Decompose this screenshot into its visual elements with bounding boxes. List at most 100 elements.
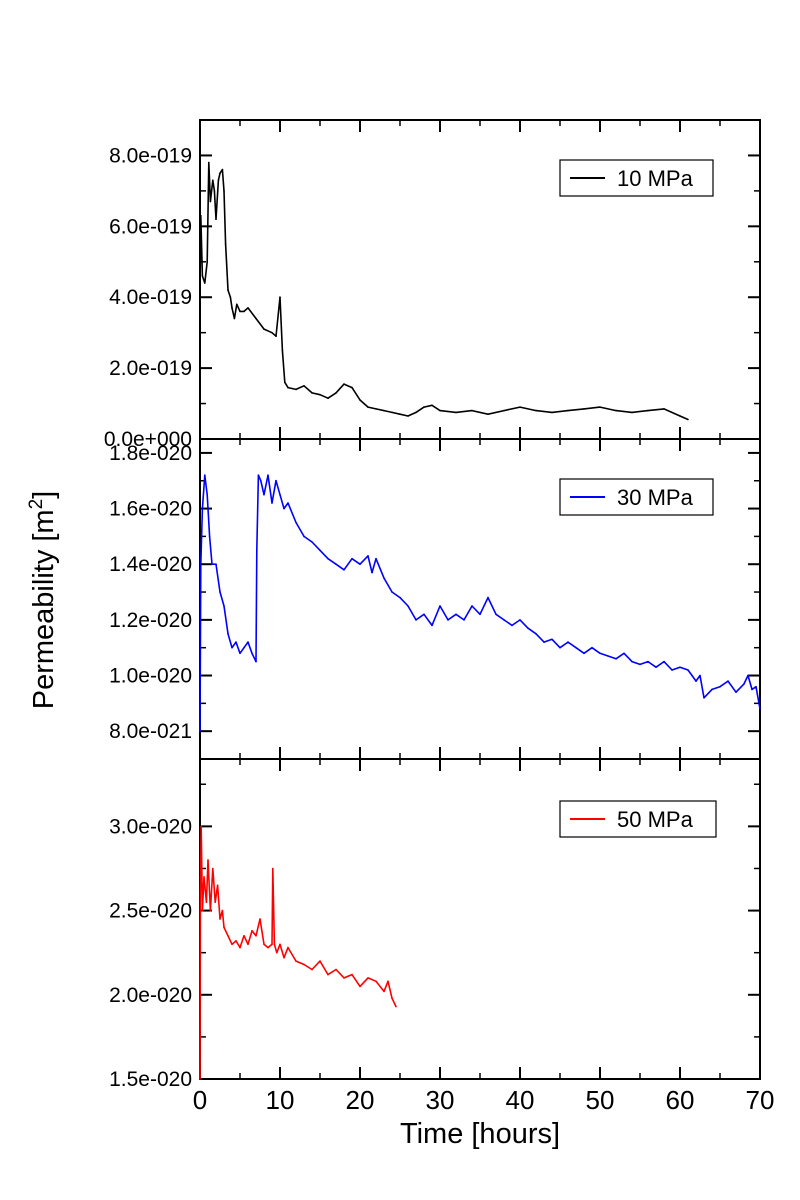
data-point (623, 652, 625, 655)
x-axis: 0 10 20 30 40 50 60 70 (193, 1085, 775, 1115)
data-point (275, 479, 277, 482)
data-point (203, 876, 205, 878)
data-point (273, 943, 276, 946)
legend-entry: 30 MPa (617, 485, 694, 510)
data-point (235, 641, 237, 643)
data-point (503, 619, 505, 621)
data-point (311, 541, 313, 543)
data-point (527, 627, 529, 629)
series-line (199, 825, 397, 1080)
data-point (279, 493, 281, 496)
data-point (691, 674, 693, 677)
data-point (219, 172, 221, 174)
data-point (367, 555, 369, 557)
data-point (551, 411, 553, 414)
data-point (335, 563, 337, 565)
data-point (199, 892, 202, 895)
data-point (583, 408, 585, 410)
data-point (383, 409, 385, 412)
data-point (671, 669, 673, 671)
data-point (359, 399, 361, 401)
data-point (395, 1005, 397, 1008)
data-point (213, 190, 216, 192)
data-point (224, 243, 227, 245)
data-point (319, 549, 321, 552)
data-point (743, 683, 745, 685)
data-point (251, 652, 253, 655)
y-tick-label: 2.5e-020 (109, 900, 192, 923)
x-tick-label: 50 (586, 1085, 615, 1115)
y-tick-label: 1.6e-020 (109, 498, 192, 521)
data-point (259, 918, 261, 920)
data-point (271, 943, 273, 946)
series-line (199, 474, 761, 732)
data-point (639, 663, 641, 666)
data-point (271, 502, 273, 504)
data-point (695, 680, 697, 682)
panel-50mpa: 1.5e-020 2.0e-020 2.5e-020 3.0e-020 50 MPa (109, 758, 761, 1091)
data-point (487, 413, 489, 416)
data-point (271, 331, 273, 334)
panel-10mpa: 0.0e+000 2.0e-019 4.0e-019 6.0e-019 8.0e-019… (104, 119, 761, 451)
data-point (243, 646, 245, 649)
data-point (263, 943, 265, 946)
y-tick-label: 1.5e-020 (109, 1068, 192, 1091)
data-point (214, 901, 216, 903)
data-point (303, 385, 305, 387)
data-point (205, 901, 208, 903)
y-tick-label: 2.0e-020 (109, 984, 192, 1007)
data-point (551, 638, 553, 641)
x-axis-title: Time [hours] (400, 1118, 560, 1150)
data-point (647, 660, 649, 663)
data-point (415, 619, 417, 621)
data-point (279, 943, 281, 946)
data-point (199, 1078, 201, 1080)
data-point (199, 730, 201, 732)
data-point (327, 973, 329, 976)
data-point (212, 867, 214, 870)
data-point (583, 652, 585, 655)
data-point (227, 935, 229, 937)
data-point (275, 335, 277, 338)
y-axis-title: Permeability [m2] (26, 491, 60, 709)
panel-30mpa: 8.0e-021 1.0e-020 1.2e-020 1.4e-020 1.6e-020… (109, 438, 761, 760)
data-point (267, 946, 269, 949)
data-point (200, 214, 202, 217)
data-point (647, 409, 649, 412)
data-point (251, 930, 253, 932)
data-point (267, 474, 269, 477)
data-point (567, 641, 569, 643)
data-point (223, 190, 225, 192)
data-point (231, 307, 233, 309)
data-point (287, 502, 289, 504)
data-point (599, 406, 601, 408)
data-point (747, 674, 749, 677)
data-point (215, 563, 217, 565)
data-point (201, 909, 204, 912)
data-point (687, 669, 689, 671)
data-point (535, 409, 537, 412)
data-point (221, 168, 224, 171)
x-tick-label: 20 (346, 1085, 375, 1115)
x-tick-label: 30 (426, 1085, 455, 1115)
data-point (255, 935, 257, 937)
x-tick-label: 60 (666, 1085, 695, 1115)
data-point (699, 674, 701, 677)
data-point (755, 685, 757, 688)
data-point (351, 557, 353, 560)
data-point (311, 392, 313, 394)
data-point (735, 691, 737, 693)
data-point (303, 535, 305, 538)
data-point (255, 549, 258, 552)
data-point (319, 960, 321, 962)
legend: 10 MPa (559, 159, 714, 197)
data-point (375, 557, 377, 560)
data-point (719, 685, 721, 688)
data-point (439, 605, 441, 607)
data-point (295, 960, 297, 962)
y-axis-title-main: Permeability [m (28, 509, 60, 709)
data-point (599, 652, 601, 655)
data-point (223, 926, 225, 929)
y-tick-label: 1.2e-020 (109, 609, 192, 632)
data-point (591, 646, 593, 649)
